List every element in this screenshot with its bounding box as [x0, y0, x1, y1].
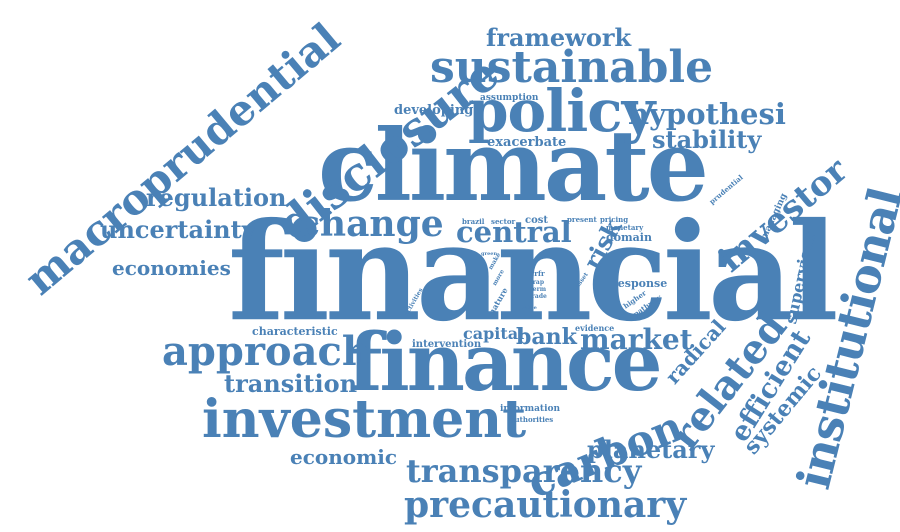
word-authorities: authorities	[510, 415, 554, 424]
word-present: present	[567, 215, 597, 224]
word-information: information	[500, 404, 561, 414]
word-policy: policy	[468, 77, 655, 145]
word-transparency: transparency	[406, 452, 642, 490]
word-trap: trap	[530, 279, 545, 286]
word-sector: sector	[491, 217, 516, 226]
word-capital: capital	[463, 324, 525, 343]
word-framework: framework	[486, 23, 632, 52]
word-change: change	[298, 203, 444, 245]
word-characteristic: characteristic	[252, 325, 338, 338]
word-investment: investment	[202, 389, 527, 450]
word-stability: stability	[652, 125, 762, 154]
word-green: green	[481, 251, 498, 257]
word-financial: financial	[228, 193, 839, 352]
word-economies: economies	[112, 256, 231, 280]
word-central: central	[456, 215, 572, 249]
word-transition: transition	[224, 369, 358, 398]
word-hypothesi: hypothesi	[628, 97, 786, 131]
word-sustainable: sustainable	[430, 42, 714, 93]
word-response: response	[612, 277, 668, 290]
word-economic: economic	[290, 445, 398, 469]
word-regulation: regulation	[146, 183, 287, 212]
word-bank: bank	[516, 324, 577, 350]
word-brazil: brazil	[462, 217, 485, 226]
word-crfr: crfr	[530, 269, 545, 278]
word-value: value	[522, 305, 537, 311]
word-approach: approach	[162, 328, 371, 375]
word-finance: finance	[348, 315, 663, 409]
word-assumption: assumption	[480, 93, 539, 103]
word-monetary: monetary	[606, 223, 644, 232]
word-exacerbate: exacerbate	[487, 135, 567, 150]
word-trade: trade	[529, 293, 547, 300]
word-cost: cost	[525, 215, 549, 226]
word-precautionary: precautionary	[404, 484, 687, 526]
word-market: market	[580, 323, 693, 356]
word-evidence: evidence	[575, 323, 615, 333]
word-uncertainty: uncertainty	[100, 215, 256, 244]
word-planetary: planetary	[587, 435, 715, 464]
word-term: term	[530, 286, 547, 293]
word-developing: developing	[394, 103, 474, 118]
word-domain: domain	[606, 231, 652, 244]
word-climate: climate	[318, 109, 709, 224]
word-intervention: intervention	[412, 339, 482, 350]
word-pricing: pricing	[600, 215, 629, 224]
